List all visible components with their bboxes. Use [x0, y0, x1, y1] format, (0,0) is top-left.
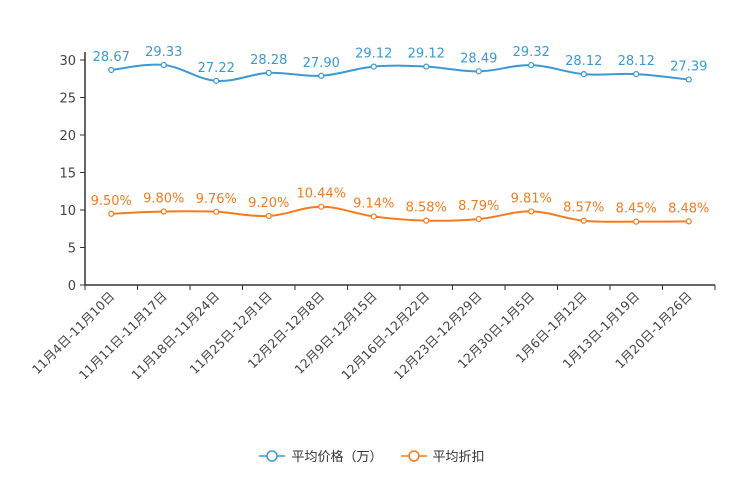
data-label: 10.44% [296, 187, 346, 202]
data-label: 9.76% [196, 192, 237, 207]
x-tick-label: 11月11日-11月17日 [76, 289, 170, 383]
data-point [633, 70, 640, 78]
series-line-0 [111, 63, 689, 82]
data-point [108, 210, 115, 217]
data-label: 28.49 [460, 51, 497, 66]
y-tick-label: 5 [68, 242, 76, 257]
data-point [160, 61, 167, 69]
data-point [213, 208, 220, 215]
data-point [528, 61, 535, 69]
data-label: 28.12 [618, 54, 655, 69]
data-point [370, 63, 377, 70]
y-tick-label: 10 [59, 204, 76, 219]
data-label: 27.39 [670, 60, 707, 75]
data-label: 9.20% [248, 196, 289, 211]
data-point [423, 63, 430, 70]
data-label: 8.58% [406, 201, 447, 216]
legend: 平均价格（万） 平均折扣 [0, 446, 744, 465]
data-label: 8.45% [616, 202, 657, 217]
data-point [580, 217, 587, 224]
y-tick-label: 20 [59, 129, 76, 144]
data-point [528, 208, 535, 215]
data-label: 28.67 [93, 50, 130, 65]
data-label: 8.57% [563, 201, 604, 216]
data-point [475, 215, 482, 223]
data-point [370, 213, 377, 220]
legend-label-discount: 平均折扣 [432, 450, 485, 465]
data-label: 8.48% [668, 201, 709, 216]
data-point [318, 72, 325, 79]
data-label: 28.28 [250, 53, 287, 68]
legend-item-discount[interactable]: 平均折扣 [400, 446, 485, 465]
data-label: 29.33 [145, 45, 182, 60]
series-line-1 [111, 205, 689, 223]
y-tick-label: 15 [59, 167, 76, 182]
data-point [108, 66, 115, 74]
y-tick-label: 30 [59, 54, 76, 69]
legend-marker-discount-icon [400, 449, 427, 462]
data-point [160, 208, 167, 215]
data-label: 9.50% [91, 194, 132, 209]
data-point [213, 77, 220, 84]
data-label: 29.12 [408, 47, 445, 62]
y-tick-label: 25 [59, 92, 76, 107]
data-label: 29.12 [355, 47, 392, 62]
legend-marker-price-icon [259, 449, 286, 462]
data-label: 27.90 [303, 56, 340, 71]
data-label: 8.79% [458, 199, 499, 214]
data-point [633, 218, 640, 225]
data-label: 9.14% [353, 196, 394, 211]
data-label: 9.80% [143, 192, 184, 207]
data-label: 29.32 [513, 45, 550, 60]
data-label: 27.22 [198, 61, 235, 76]
legend-item-price[interactable]: 平均价格（万） [259, 446, 383, 465]
data-point [580, 70, 587, 78]
data-point [423, 217, 430, 224]
x-tick-label: 12月16日-12月22日 [338, 289, 432, 383]
data-point [265, 212, 272, 220]
legend-label-price: 平均价格（万） [291, 450, 383, 465]
data-point [685, 218, 692, 225]
data-point [475, 68, 482, 75]
x-tick-label: 12月23日-12月29日 [391, 289, 485, 383]
data-point [685, 76, 692, 83]
data-label: 9.81% [511, 191, 552, 206]
data-point [265, 69, 272, 77]
data-point [318, 203, 325, 210]
data-label: 28.12 [565, 54, 602, 69]
x-tick-label: 11月18日-11月24日 [128, 289, 222, 383]
line-chart: 05101520253011月4日-11月10日11月11日-11月17日11月… [29, 45, 716, 383]
y-tick-label: 0 [68, 279, 76, 294]
